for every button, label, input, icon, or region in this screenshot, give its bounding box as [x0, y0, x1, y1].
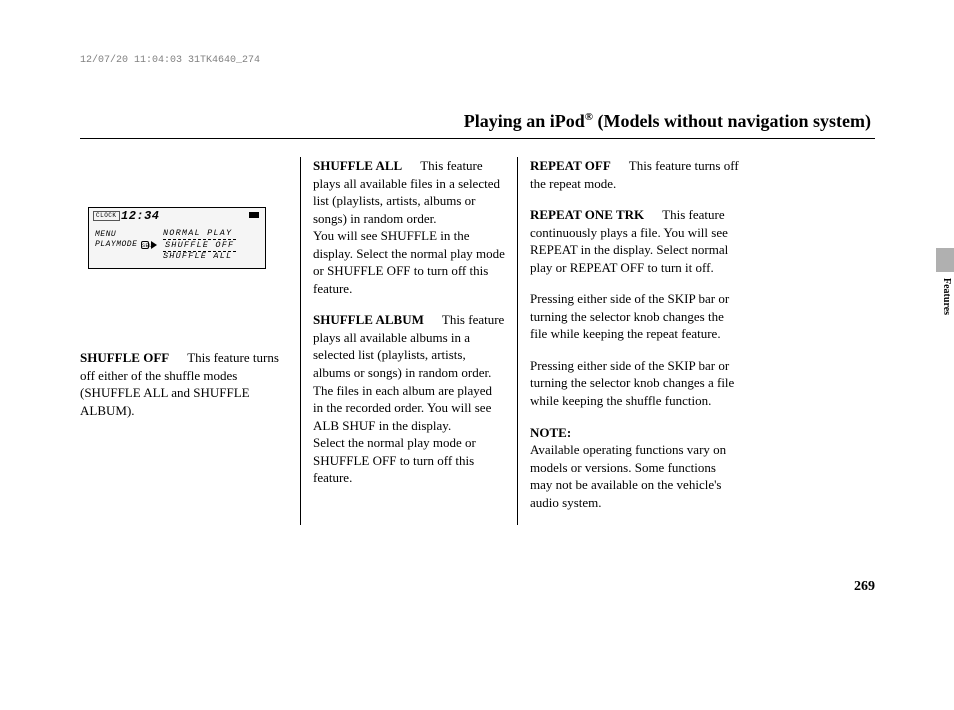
- shuffle-album-term: SHUFFLE ALBUM: [313, 312, 424, 327]
- skip-para-2: Pressing either side of the SKIP bar or …: [530, 357, 740, 410]
- sel-icon: SEL: [141, 241, 149, 249]
- side-tab: [936, 248, 954, 272]
- lcd-display-illustration: CLOCK 12:34 MENU PLAYMODE SEL NORMAL PLA…: [88, 207, 266, 269]
- shuffle-off-para: SHUFFLE OFFThis feature turns off either…: [80, 349, 288, 419]
- shuffle-album-para: SHUFFLE ALBUMThis feature plays all avai…: [313, 311, 505, 486]
- title-pre: Playing an iPod: [464, 111, 585, 131]
- display-option-3: SHUFFLE ALL: [163, 251, 232, 262]
- manual-page: 12/07/20 11:04:03 31TK4640_274 Playing a…: [80, 55, 875, 525]
- shuffle-album-body2: Select the normal play mode or SHUFFLE O…: [313, 435, 476, 485]
- page-title: Playing an iPod® (Models without navigat…: [80, 111, 875, 139]
- shuffle-all-body2: You will see SHUFFLE in the display. Sel…: [313, 228, 505, 296]
- repeat-off-para: REPEAT OFFThis feature turns off the rep…: [530, 157, 740, 192]
- clock-box: CLOCK: [93, 211, 120, 221]
- shuffle-album-body1: This feature plays all available albums …: [313, 312, 504, 432]
- battery-icon: [249, 212, 259, 218]
- column-2: SHUFFLE ALL This feature plays all availa…: [300, 157, 518, 525]
- shuffle-all-term: SHUFFLE ALL: [313, 158, 402, 173]
- note-para: NOTE: Available operating functions vary…: [530, 424, 740, 512]
- repeat-one-term: REPEAT ONE TRK: [530, 207, 644, 222]
- column-3: REPEAT OFFThis feature turns off the rep…: [518, 157, 740, 525]
- display-option-1: NORMAL PLAY: [163, 228, 232, 239]
- playmode-label: PLAYMODE: [95, 240, 137, 251]
- title-post: (Models without navigation system): [593, 111, 871, 131]
- column-1: CLOCK 12:34 MENU PLAYMODE SEL NORMAL PLA…: [80, 157, 300, 525]
- shuffle-all-para: SHUFFLE ALLThis feature plays all availa…: [313, 157, 505, 297]
- repeat-off-term: REPEAT OFF: [530, 158, 611, 173]
- registered-mark: ®: [585, 111, 593, 123]
- clock-time: 12:34: [121, 208, 160, 224]
- header-timestamp: 12/07/20 11:04:03 31TK4640_274: [80, 55, 875, 66]
- note-body: Available operating functions vary on mo…: [530, 442, 726, 510]
- skip-para-1: Pressing either side of the SKIP bar or …: [530, 290, 740, 343]
- shuffle-off-term: SHUFFLE OFF: [80, 350, 169, 365]
- content-area: Playing an iPod® (Models without navigat…: [80, 111, 875, 525]
- note-label: NOTE:: [530, 425, 571, 440]
- page-number: 269: [854, 579, 875, 595]
- arrow-icon: [151, 241, 157, 249]
- repeat-one-para: REPEAT ONE TRKThis feature continuously …: [530, 206, 740, 276]
- side-section-label: Features: [941, 278, 952, 315]
- text-columns: CLOCK 12:34 MENU PLAYMODE SEL NORMAL PLA…: [80, 157, 875, 525]
